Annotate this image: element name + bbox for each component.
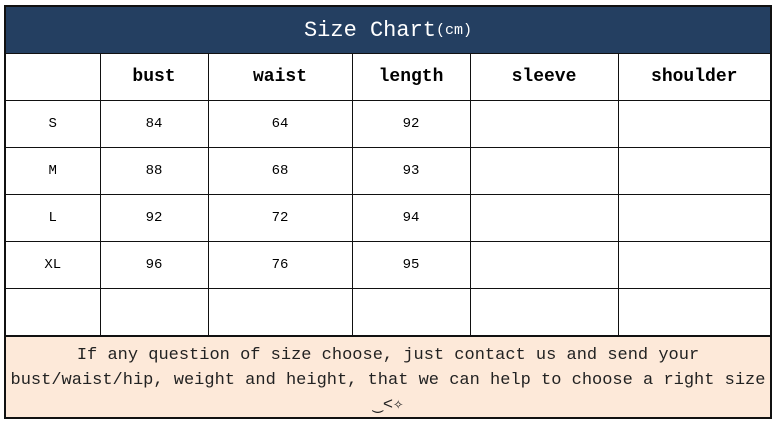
measurement-cell: 95 — [351, 241, 471, 289]
measurement-cell — [617, 194, 770, 242]
size-label-cell: L — [6, 194, 101, 242]
measurement-cell: 84 — [99, 100, 209, 148]
header-cell: waist — [207, 54, 353, 101]
measurement-cell — [207, 288, 353, 336]
header-cell — [6, 54, 101, 101]
size-note: If any question of size choose, just con… — [6, 335, 770, 417]
measurement-cell — [469, 194, 619, 242]
header-cell: shoulder — [617, 54, 770, 101]
measurement-cell: 93 — [351, 147, 471, 195]
header-cell: bust — [99, 54, 209, 101]
table-row: M 88 68 93 — [6, 147, 770, 195]
measurement-cell — [617, 288, 770, 336]
chart-title: Size Chart (cm) — [6, 7, 770, 54]
measurement-cell: 68 — [207, 147, 353, 195]
title-unit: (cm) — [436, 21, 473, 39]
measurement-cell — [617, 100, 770, 148]
measurement-cell — [469, 100, 619, 148]
title-text: Size Chart — [303, 17, 436, 43]
measurement-cell — [617, 241, 770, 289]
measurement-cell: 92 — [99, 194, 209, 242]
table-row: L 92 72 94 — [6, 194, 770, 242]
header-cell: length — [351, 54, 471, 101]
measurement-cell: 88 — [99, 147, 209, 195]
size-chart: Size Chart (cm) bust waist length sleeve … — [4, 5, 772, 419]
size-table: bust waist length sleeve shoulder S 84 64 9… — [6, 54, 770, 336]
measurement-cell: 76 — [207, 241, 353, 289]
size-label-cell: M — [6, 147, 101, 195]
measurement-cell — [469, 288, 619, 336]
size-label-cell — [6, 288, 101, 336]
header-cell: sleeve — [469, 54, 619, 101]
note-line-1: If any question of size choose, just con… — [76, 346, 700, 365]
measurement-cell — [351, 288, 471, 336]
measurement-cell — [469, 147, 619, 195]
measurement-cell: 64 — [207, 100, 353, 148]
measurement-cell — [99, 288, 209, 336]
table-row: XL 96 76 95 — [6, 241, 770, 289]
measurement-cell: 92 — [351, 100, 471, 148]
header-row: bust waist length sleeve shoulder — [6, 54, 770, 101]
measurement-cell: 72 — [207, 194, 353, 242]
measurement-cell — [617, 147, 770, 195]
note-line-2: bust/waist/hip, weight and height, that … — [10, 371, 766, 390]
size-label-cell: XL — [6, 241, 101, 289]
note-emoticon: ‿<✧ — [372, 396, 404, 415]
size-label-cell: S — [6, 100, 101, 148]
table-row — [6, 288, 770, 336]
table-row: S 84 64 92 — [6, 100, 770, 148]
measurement-cell: 94 — [351, 194, 471, 242]
measurement-cell — [469, 241, 619, 289]
measurement-cell: 96 — [99, 241, 209, 289]
